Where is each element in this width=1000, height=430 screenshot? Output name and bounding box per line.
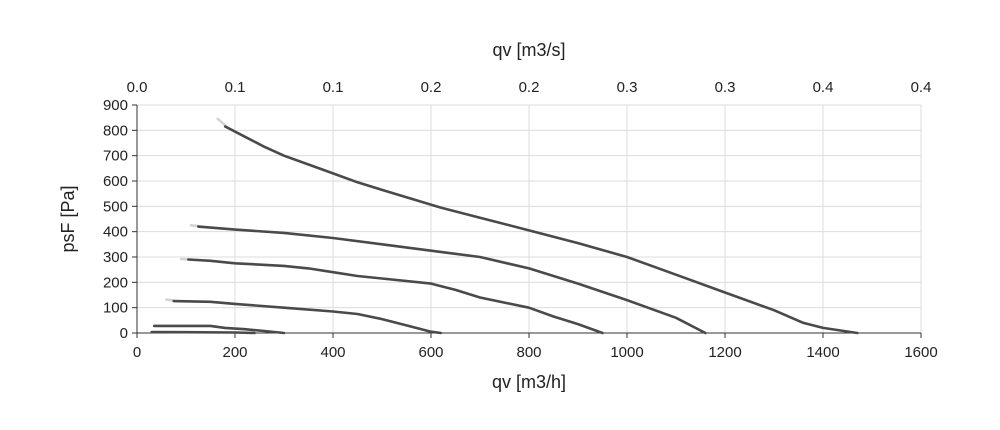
x-tick-label: 800 [516,344,541,361]
x-tick-label: 200 [222,344,247,361]
x2-tick-label: 0.4 [813,79,834,96]
x-tick-label: 1000 [610,344,643,361]
y-tick-label: 500 [103,198,128,215]
y-tick-label: 300 [103,249,128,266]
x-tick-label: 1600 [904,344,937,361]
curve-lead-segment [165,298,176,302]
fan-curve-2 [197,225,707,335]
x2-tick-label: 0.2 [519,79,540,96]
x-tick-label: 0 [133,344,141,361]
x2-tick-label: 0.2 [421,79,442,96]
fan-curve-1 [223,125,859,335]
left-axis-title: psF [Pa] [58,185,78,252]
top-axis-title: qv [m3/s] [492,40,565,60]
y-tick-label: 0 [120,325,128,342]
fan-curve-5 [152,324,286,335]
curve-lead-segment [189,224,200,228]
y-tick-label: 600 [103,173,128,190]
curve-lead-segment [216,117,227,127]
x2-tick-label: 0.3 [617,79,638,96]
y-tick-label: 200 [103,274,128,291]
x-tick-label: 1200 [708,344,741,361]
y-tick-label: 900 [103,97,128,114]
x2-tick-label: 0.3 [715,79,736,96]
x2-tick-label: 0.1 [323,79,344,96]
series [150,117,859,335]
y-tick-label: 700 [103,148,128,165]
y-tick-label: 100 [103,300,128,317]
x2-tick-label: 0.4 [911,79,932,96]
bottom-axis-title: qv [m3/h] [492,372,566,392]
y-tick-label: 400 [103,224,128,241]
x2-tick-label: 0.1 [225,79,246,96]
x2-tick-label: 0.0 [127,79,148,96]
x-tick-label: 1400 [806,344,839,361]
grid [136,104,922,334]
x-tick-label: 600 [418,344,443,361]
x-tick-label: 400 [320,344,345,361]
y-tick-label: 800 [103,122,128,139]
fan-curve-4 [172,299,443,335]
fan-curve-6 [150,330,256,335]
fan-curve-3 [187,258,604,335]
